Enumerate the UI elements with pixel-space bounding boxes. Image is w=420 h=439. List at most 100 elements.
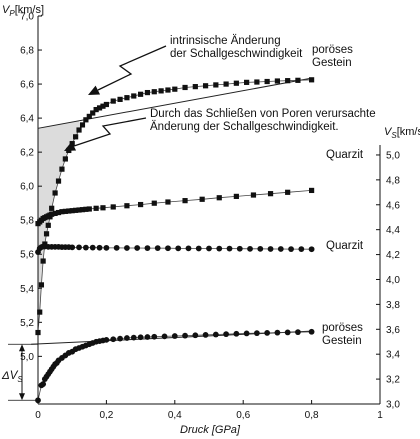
data-point bbox=[40, 381, 47, 387]
data-point bbox=[267, 191, 274, 197]
y-left-tick-label: 6,8 bbox=[20, 46, 34, 57]
delta-arrow-head-down bbox=[19, 393, 25, 401]
data-point bbox=[233, 193, 239, 199]
data-point bbox=[69, 244, 76, 251]
data-point bbox=[274, 78, 280, 84]
x-tick-label: 0,2 bbox=[99, 410, 113, 421]
data-point bbox=[86, 113, 92, 120]
data-point bbox=[250, 192, 257, 198]
data-point bbox=[62, 156, 68, 162]
data-point bbox=[59, 209, 65, 215]
x-tick-label: 0 bbox=[35, 410, 41, 421]
data-point bbox=[206, 245, 212, 252]
data-point bbox=[96, 105, 103, 111]
data-point bbox=[264, 329, 271, 336]
data-point bbox=[83, 117, 89, 123]
data-point bbox=[55, 209, 62, 216]
data-point bbox=[93, 106, 99, 113]
y-right-tick-label: 4,6 bbox=[386, 200, 400, 211]
data-point bbox=[117, 335, 123, 342]
delta-vs-label: ΔVS bbox=[1, 370, 23, 384]
data-point bbox=[103, 336, 110, 343]
data-point bbox=[69, 208, 75, 214]
data-point bbox=[151, 89, 157, 95]
data-point bbox=[199, 196, 205, 202]
data-point bbox=[144, 89, 151, 96]
data-point bbox=[244, 79, 250, 85]
y-left-tick-label: 6,0 bbox=[20, 182, 34, 193]
x-tick-label: 0,8 bbox=[305, 410, 319, 421]
data-point bbox=[223, 81, 229, 87]
x-tick-label: 0,4 bbox=[168, 410, 182, 421]
y-left-tick-label: 6,4 bbox=[20, 114, 34, 125]
series-label-porous-vp-line-2: Gestein bbox=[312, 57, 352, 69]
shaded-area bbox=[38, 120, 80, 333]
y-left-tick-label: 5,8 bbox=[20, 216, 34, 227]
data-point bbox=[62, 208, 68, 214]
data-point bbox=[308, 246, 315, 253]
data-point bbox=[202, 331, 209, 338]
data-point bbox=[243, 330, 250, 337]
data-point bbox=[171, 333, 178, 339]
pores-arrow-stroke bbox=[73, 117, 147, 147]
data-point bbox=[182, 198, 188, 204]
data-point bbox=[49, 211, 55, 217]
data-point bbox=[96, 244, 103, 251]
data-point bbox=[247, 245, 253, 252]
y-right-tick-label: 4,4 bbox=[386, 225, 400, 236]
y-left-tick-label: 5,2 bbox=[20, 318, 34, 329]
data-point bbox=[110, 204, 116, 210]
data-point bbox=[267, 246, 274, 252]
data-point bbox=[40, 258, 46, 264]
data-point bbox=[154, 245, 161, 252]
data-point bbox=[165, 199, 171, 205]
data-point bbox=[308, 328, 315, 335]
y-left-tick-label: 5,0 bbox=[20, 352, 34, 363]
data-point bbox=[192, 84, 198, 90]
data-point bbox=[82, 244, 89, 251]
intrinsic-arrow-stroke bbox=[97, 45, 167, 91]
data-point bbox=[76, 207, 82, 213]
annotation-pores-line-1: Durch das Schließen von Poren verursacht… bbox=[150, 108, 376, 120]
data-point bbox=[117, 96, 123, 102]
series-label-porous-vp-line-1: poröses bbox=[312, 44, 353, 56]
series-label-quartzite-vs: Quarzit bbox=[326, 240, 364, 252]
y-right-tick-label: 4,0 bbox=[386, 275, 400, 286]
y-right-tick-label: 3,8 bbox=[386, 300, 400, 311]
data-point bbox=[144, 334, 151, 340]
data-point bbox=[195, 245, 202, 252]
data-point bbox=[113, 244, 120, 251]
y-left-tick-label: 5,4 bbox=[20, 284, 34, 295]
data-point bbox=[103, 101, 109, 108]
y-right-tick-label: 4,8 bbox=[386, 175, 400, 186]
data-point bbox=[151, 333, 158, 340]
data-point bbox=[233, 80, 239, 86]
annotation-intrinsic-line-2: der Schallgeschwindigkeit bbox=[170, 48, 303, 60]
data-point bbox=[254, 79, 260, 85]
data-point bbox=[59, 166, 65, 172]
y-left-tick-label: 5,6 bbox=[20, 250, 34, 261]
x-tick-label: 0,6 bbox=[236, 410, 250, 421]
data-point bbox=[274, 329, 281, 336]
data-point bbox=[253, 330, 260, 337]
series-label-quartzite-vp: Quarzit bbox=[326, 149, 364, 161]
data-point bbox=[73, 207, 79, 213]
data-point bbox=[298, 246, 305, 252]
data-point bbox=[264, 78, 270, 85]
data-point bbox=[38, 282, 45, 288]
y-right-tick-label: 4,2 bbox=[386, 250, 400, 261]
y-left-tick-label: 6,2 bbox=[20, 148, 34, 159]
data-point bbox=[138, 91, 144, 97]
data-point bbox=[100, 205, 106, 211]
data-point bbox=[226, 245, 233, 252]
pores-arrow-head bbox=[64, 141, 77, 151]
data-point bbox=[185, 245, 192, 252]
data-point bbox=[134, 245, 141, 251]
data-point bbox=[43, 231, 50, 237]
data-point bbox=[124, 203, 130, 209]
data-point bbox=[52, 190, 58, 196]
data-point bbox=[110, 336, 117, 343]
data-point bbox=[131, 93, 137, 99]
data-point bbox=[49, 205, 55, 211]
data-point bbox=[236, 245, 243, 252]
